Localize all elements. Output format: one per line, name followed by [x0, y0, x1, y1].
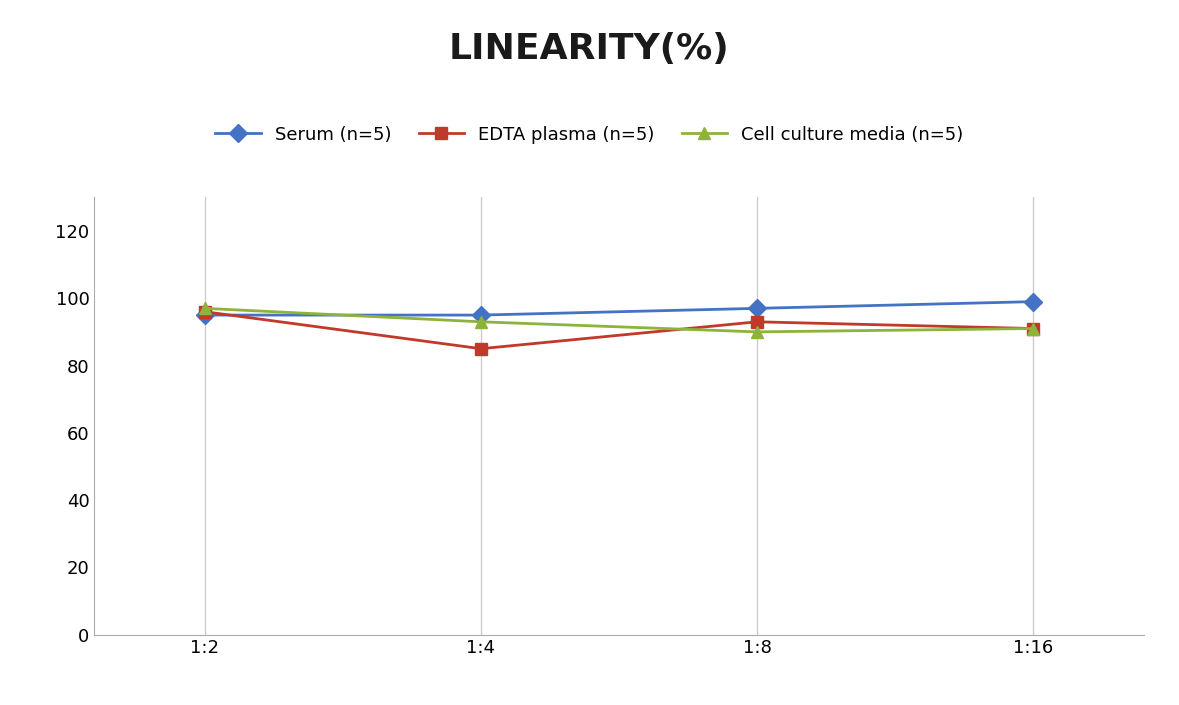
Legend: Serum (n=5), EDTA plasma (n=5), Cell culture media (n=5): Serum (n=5), EDTA plasma (n=5), Cell cul… — [209, 118, 970, 151]
Text: LINEARITY(%): LINEARITY(%) — [449, 32, 730, 66]
EDTA plasma (n=5) — [474, 345, 488, 353]
Line: Cell culture media (n=5): Cell culture media (n=5) — [198, 302, 1040, 338]
EDTA plasma (n=5) — [198, 307, 212, 316]
Line: Serum (n=5): Serum (n=5) — [198, 295, 1040, 321]
Serum (n=5) — [750, 304, 764, 312]
Line: EDTA plasma (n=5): EDTA plasma (n=5) — [198, 305, 1040, 355]
Serum (n=5) — [198, 311, 212, 319]
Cell culture media (n=5) — [1026, 324, 1040, 333]
Cell culture media (n=5) — [474, 317, 488, 326]
Cell culture media (n=5) — [198, 304, 212, 312]
EDTA plasma (n=5) — [750, 317, 764, 326]
Serum (n=5) — [1026, 298, 1040, 306]
Serum (n=5) — [474, 311, 488, 319]
Cell culture media (n=5) — [750, 328, 764, 336]
EDTA plasma (n=5) — [1026, 324, 1040, 333]
